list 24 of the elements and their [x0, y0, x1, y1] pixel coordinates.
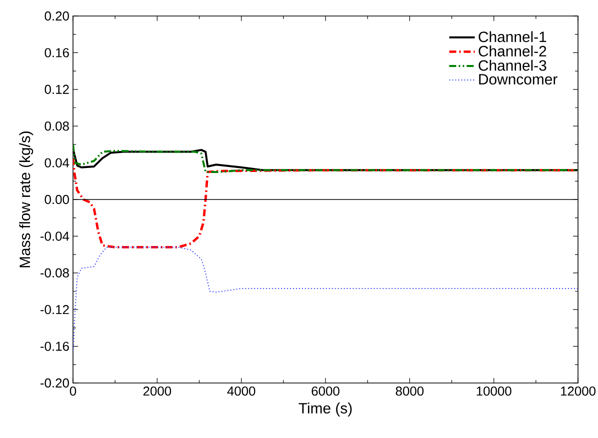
y-tick-label: 0.16 [44, 48, 69, 58]
x-tick-label: 8000 [396, 386, 424, 396]
x-tick-label: 12000 [560, 386, 596, 396]
x-axis-title: Time (s) [298, 402, 352, 416]
y-tick-label: -0.20 [40, 378, 69, 388]
legend-label: Channel-3 [478, 60, 546, 71]
y-tick-label: -0.04 [40, 232, 70, 241]
legend-label: Channel-2 [478, 46, 546, 56]
y-tick-label: 0.20 [44, 11, 69, 21]
y-tick-label: 0.04 [44, 158, 70, 168]
x-tick-label: 2000 [143, 386, 172, 396]
y-tick-label: -0.12 [40, 305, 69, 314]
x-tick-label: 4000 [227, 386, 256, 396]
x-tick-label: 6000 [312, 386, 340, 396]
y-tick-label: -0.16 [40, 342, 69, 351]
y-axis-title: Mass flow rate (kg/s) [19, 132, 34, 268]
legend-label: Downcomer [479, 74, 558, 85]
y-tick-label: 0.08 [44, 122, 69, 131]
y-tick-label: 0.00 [44, 194, 69, 204]
y-tick-label: -0.08 [40, 268, 69, 278]
legend-label: Channel-1 [478, 31, 546, 42]
y-tick-label: 0.12 [44, 84, 69, 94]
x-tick-label: 0 [70, 386, 76, 396]
x-tick-label: 10000 [476, 386, 512, 396]
